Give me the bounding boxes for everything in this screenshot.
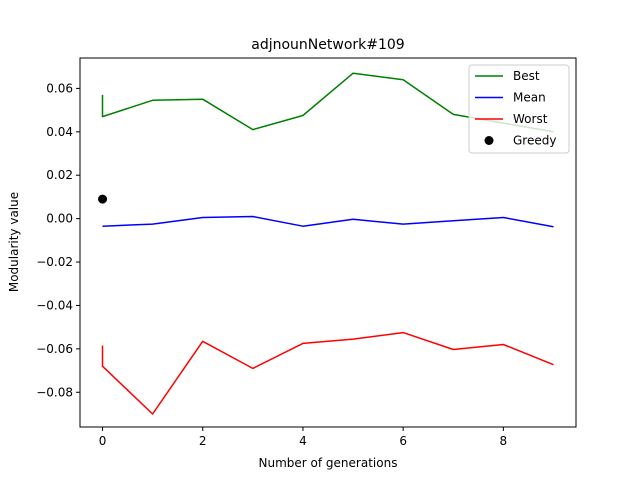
x-tick-label: 0 [99, 434, 107, 448]
y-tick-label: −0.02 [36, 255, 73, 269]
legend-label-greedy: Greedy [513, 134, 556, 148]
legend-label-worst: Worst [513, 112, 548, 126]
y-tick-label: 0.00 [46, 212, 73, 226]
y-tick-label: 0.02 [46, 168, 73, 182]
series-line-mean [102, 215, 554, 228]
x-tick-label: 8 [500, 434, 508, 448]
legend-label-mean: Mean [513, 91, 546, 105]
x-tick-label: 6 [399, 434, 407, 448]
y-axis: −0.08 −0.06 −0.04 −0.02 0.00 0.02 0.04 0.06 [36, 81, 80, 399]
legend: Best Mean Worst Greedy [468, 64, 570, 154]
greedy-point [98, 194, 108, 204]
y-tick-label: −0.08 [36, 385, 73, 399]
x-axis-label: Number of generations [259, 456, 398, 470]
chart-title: adjnounNetwork#109 [251, 37, 404, 53]
legend-label-best: Best [513, 69, 540, 83]
legend-box [468, 64, 570, 154]
x-tick-label: 4 [299, 434, 307, 448]
plot-frame [79, 57, 577, 428]
y-tick-label: 0.04 [46, 125, 73, 139]
y-axis-label: Modularity value [7, 192, 21, 292]
x-tick-label: 2 [199, 434, 207, 448]
series-line-worst [101, 331, 554, 415]
x-axis: 0 2 4 6 8 [99, 427, 507, 448]
y-tick-label: −0.04 [36, 298, 73, 312]
y-tick-label: −0.06 [36, 342, 73, 356]
legend-swatch-greedy [484, 136, 494, 145]
y-tick-label: 0.06 [46, 81, 73, 95]
